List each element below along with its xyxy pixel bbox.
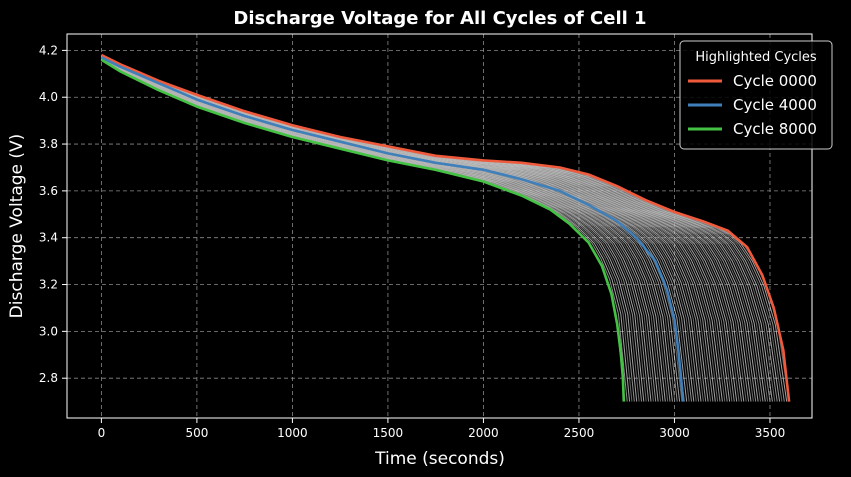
y-tick-label: 4.0 [39,90,58,104]
series-line [100,58,626,402]
x-tick-label: 2500 [564,426,595,440]
legend-title: Highlighted Cycles [695,50,817,65]
chart-title: Discharge Voltage for All Cycles of Cell… [233,8,646,29]
highlighted-series [100,53,791,402]
x-tick-label: 1500 [373,426,404,440]
legend-label: Cycle 0000 [733,72,817,90]
legend-box [679,40,833,150]
x-tick-label: 0 [98,426,106,440]
legend-label: Cycle 4000 [733,96,817,114]
y-tick-label: 3.4 [39,231,58,245]
plot-frame [66,33,813,419]
y-tick-label: 2.8 [39,371,58,385]
y-axis-label: Discharge Voltage (V) [7,134,27,319]
x-tick-label: 500 [185,426,208,440]
legend: Highlighted Cycles Cycle 0000 Cycle 4000 C… [679,40,833,150]
axis-ticks: 0 500 1000 1500 2000 2500 3000 3500 2.8 3.0 3.2 3.4… [39,43,785,440]
y-tick-label: 4.2 [39,43,58,57]
legend-label: Cycle 8000 [733,120,817,138]
series-line [100,53,791,402]
x-tick-label: 1000 [277,426,308,440]
x-tick-label: 3500 [755,426,786,440]
y-tick-label: 3.0 [39,324,58,338]
y-tick-label: 3.8 [39,137,58,151]
y-tick-label: 3.2 [39,278,58,292]
x-axis-label: Time (seconds) [374,449,505,469]
x-tick-label: 2000 [468,426,499,440]
y-tick-label: 3.6 [39,184,58,198]
grid [67,34,812,418]
series-line [100,56,685,402]
x-tick-label: 3000 [659,426,690,440]
